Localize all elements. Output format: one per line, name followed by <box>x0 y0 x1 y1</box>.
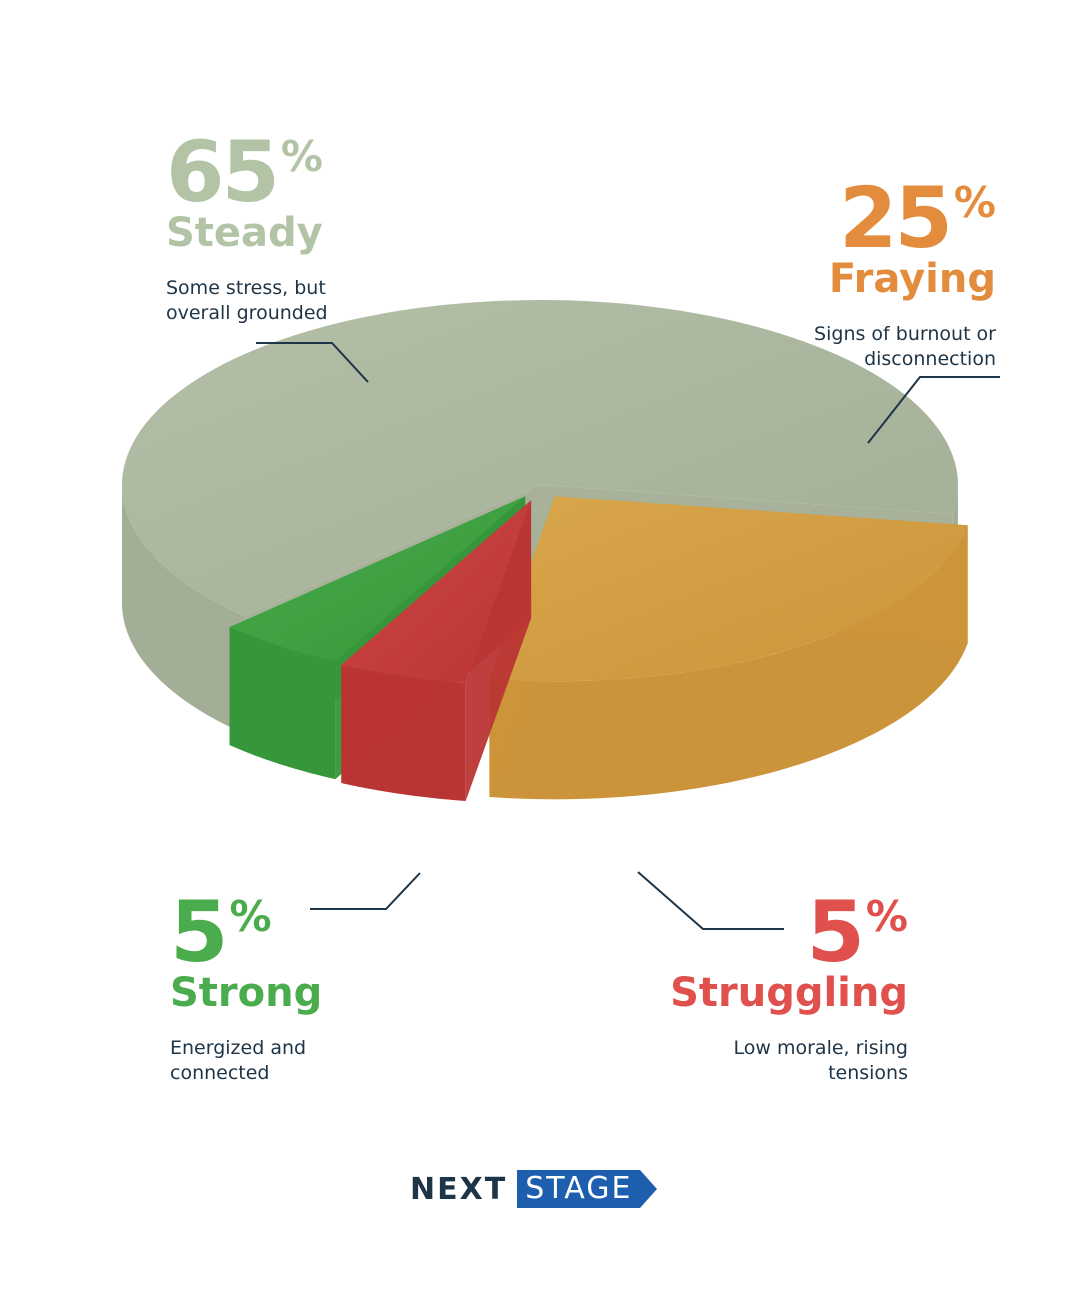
slice-top-struggling <box>341 500 532 683</box>
label-fraying: 25% Fraying Signs of burnout or disconne… <box>796 176 996 372</box>
steady-description: Some stress, but overall grounded <box>166 277 328 324</box>
struggling-name: Struggling <box>670 970 908 1016</box>
label-strong: 5% Strong Energized and connected <box>170 890 350 1086</box>
steady-percent: 65% <box>166 123 323 221</box>
slice-top-fraying <box>489 496 968 682</box>
label-struggling: 5% Struggling Low morale, rising tension… <box>670 890 908 1086</box>
leader-steady <box>256 342 369 383</box>
leader-struggling <box>637 871 784 930</box>
logo-next-text: NEXT <box>410 1171 508 1207</box>
label-steady: 65% Steady Some stress, but overall grou… <box>166 130 396 326</box>
strong-name: Strong <box>170 970 323 1016</box>
fraying-description: Signs of burnout or disconnection <box>814 323 996 370</box>
struggling-percent: 5% <box>806 883 908 981</box>
leader-fraying <box>867 376 1000 444</box>
slice-struggling <box>341 500 532 801</box>
leader-strong <box>310 872 421 910</box>
fraying-percent: 25% <box>839 169 996 267</box>
slice-top-strong <box>229 496 526 662</box>
logo-stage-text: STAGE <box>517 1170 658 1208</box>
strong-percent: 5% <box>170 883 272 981</box>
slice-side-fraying <box>489 525 968 800</box>
nextstage-logo: NEXT STAGE <box>410 1170 658 1208</box>
strong-description: Energized and connected <box>170 1037 307 1084</box>
slice-fraying <box>489 496 968 800</box>
steady-name: Steady <box>166 210 323 256</box>
struggling-description: Low morale, rising tensions <box>733 1037 908 1084</box>
slice-side-steady <box>122 485 245 734</box>
slice-top-steady <box>121 299 958 616</box>
fraying-name: Fraying <box>828 256 996 302</box>
